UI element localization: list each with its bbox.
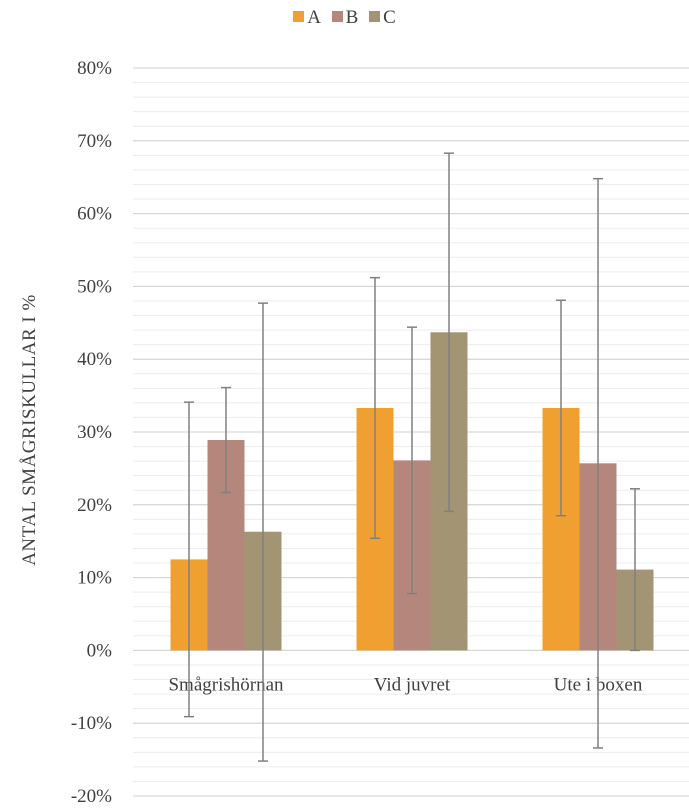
y-tick-label: 60% — [77, 204, 112, 225]
y-tick-label: 40% — [77, 349, 112, 370]
y-tick-label: -20% — [71, 786, 112, 807]
x-category-label: Smågrishörnan — [168, 674, 284, 695]
y-tick-label: 10% — [77, 568, 112, 589]
legend-item-b: B — [331, 7, 359, 29]
legend-item-c: C — [369, 7, 396, 29]
legend: A B C — [0, 7, 689, 29]
legend-swatch-b — [331, 11, 343, 22]
legend-label-c: C — [383, 7, 396, 28]
y-tick-label: 20% — [77, 495, 112, 516]
y-tick-label: 70% — [77, 131, 112, 152]
legend-item-a: A — [293, 7, 321, 29]
legend-label-a: A — [307, 7, 321, 28]
y-tick-label: 30% — [77, 422, 112, 443]
y-tick-label: 0% — [87, 640, 113, 661]
y-tick-label: 80% — [77, 58, 112, 79]
y-tick-label: 50% — [77, 276, 112, 297]
legend-swatch-c — [369, 11, 381, 22]
legend-swatch-a — [293, 11, 305, 22]
legend-label-b: B — [345, 7, 359, 28]
x-category-label: Vid juvret — [374, 674, 451, 695]
y-tick-label: -10% — [71, 713, 112, 734]
